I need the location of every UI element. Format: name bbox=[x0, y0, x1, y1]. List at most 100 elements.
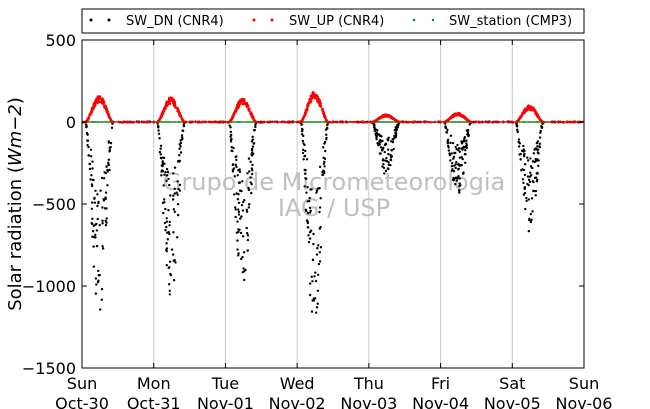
point-sw-dn bbox=[303, 172, 307, 176]
point-sw-dn bbox=[445, 131, 448, 134]
point-sw-up bbox=[276, 121, 279, 124]
point-sw-station bbox=[233, 121, 235, 123]
point-sw-up bbox=[91, 106, 94, 109]
point-sw-station bbox=[520, 121, 522, 123]
point-sw-dn bbox=[240, 203, 244, 207]
point-sw-up bbox=[573, 121, 576, 124]
point-sw-up bbox=[300, 119, 303, 123]
point-sw-station bbox=[398, 121, 401, 123]
point-sw-up bbox=[419, 120, 422, 123]
point-sw-dn bbox=[234, 208, 237, 211]
point-sw-dn bbox=[455, 179, 458, 182]
point-sw-dn bbox=[315, 253, 319, 256]
point-sw-dn bbox=[457, 189, 461, 192]
point-sw-up bbox=[430, 121, 433, 124]
point-sw-dn bbox=[172, 279, 176, 282]
point-sw-dn bbox=[229, 130, 233, 134]
point-sw-station bbox=[395, 121, 398, 123]
point-sw-dn bbox=[182, 124, 186, 128]
point-sw-dn bbox=[304, 168, 307, 172]
point-sw-dn bbox=[317, 244, 320, 247]
point-sw-dn bbox=[319, 197, 322, 200]
point-sw-dn bbox=[323, 160, 326, 163]
point-sw-dn bbox=[518, 142, 522, 145]
point-sw-station bbox=[96, 121, 99, 123]
point-sw-dn bbox=[91, 217, 94, 220]
point-sw-dn bbox=[300, 133, 304, 136]
point-sw-dn bbox=[181, 129, 185, 133]
point-sw-dn bbox=[228, 124, 231, 127]
legend: SW_DN (CNR4) SW_UP (CNR4) SW_station (CM… bbox=[81, 8, 585, 34]
x-tick-label-day: Fri bbox=[431, 374, 450, 393]
point-sw-station bbox=[389, 121, 392, 123]
point-sw-dn bbox=[236, 174, 239, 177]
point-sw-station bbox=[239, 121, 241, 123]
point-sw-dn bbox=[157, 132, 161, 135]
point-sw-dn bbox=[538, 142, 542, 145]
point-sw-dn bbox=[234, 215, 237, 219]
point-sw-dn bbox=[254, 125, 257, 129]
point-sw-dn bbox=[157, 129, 160, 132]
point-sw-dn bbox=[246, 249, 249, 252]
point-sw-dn bbox=[105, 217, 108, 220]
point-sw-station bbox=[235, 121, 237, 123]
point-sw-up bbox=[250, 114, 254, 117]
point-sw-up bbox=[519, 114, 522, 118]
point-sw-dn bbox=[163, 221, 167, 225]
point-sw-dn bbox=[252, 129, 256, 132]
point-sw-station bbox=[462, 121, 464, 123]
point-sw-station bbox=[392, 121, 394, 123]
point-sw-up bbox=[122, 121, 125, 124]
point-sw-dn bbox=[536, 145, 539, 148]
point-sw-up bbox=[188, 120, 192, 123]
point-sw-dn bbox=[158, 137, 161, 140]
point-sw-up bbox=[577, 120, 580, 123]
point-sw-dn bbox=[527, 178, 531, 182]
point-sw-dn bbox=[526, 156, 529, 159]
point-sw-up bbox=[230, 117, 233, 121]
point-sw-dn bbox=[307, 240, 311, 244]
point-sw-dn bbox=[104, 223, 108, 227]
point-sw-dn bbox=[393, 128, 396, 132]
point-sw-dn bbox=[241, 209, 245, 212]
point-sw-dn bbox=[382, 166, 386, 170]
point-sw-dn bbox=[168, 220, 171, 224]
point-sw-dn bbox=[96, 217, 99, 221]
point-sw-dn bbox=[309, 209, 312, 212]
point-sw-up bbox=[297, 120, 300, 123]
point-sw-dn bbox=[515, 122, 518, 125]
point-sw-dn bbox=[247, 188, 250, 192]
point-sw-dn bbox=[173, 258, 176, 262]
point-sw-dn bbox=[521, 178, 525, 181]
point-sw-station bbox=[385, 121, 388, 123]
point-sw-dn bbox=[94, 292, 98, 295]
point-sw-dn bbox=[319, 246, 323, 249]
point-sw-dn bbox=[312, 299, 316, 302]
point-sw-dn bbox=[310, 310, 314, 313]
point-sw-dn bbox=[106, 184, 109, 187]
point-sw-dn bbox=[164, 207, 167, 211]
point-sw-dn bbox=[447, 149, 451, 152]
point-sw-up bbox=[90, 110, 93, 114]
point-sw-dn bbox=[168, 183, 171, 187]
point-sw-station bbox=[240, 121, 242, 123]
legend-label-sw-station: SW_station (CMP3) bbox=[449, 14, 572, 29]
x-tick-label-day: Sun bbox=[67, 374, 97, 393]
point-sw-dn bbox=[241, 256, 244, 259]
point-sw-dn bbox=[247, 206, 251, 209]
point-sw-dn bbox=[527, 183, 530, 187]
point-sw-station bbox=[251, 121, 253, 123]
point-sw-station bbox=[319, 121, 321, 123]
point-sw-dn bbox=[88, 162, 92, 166]
point-sw-dn bbox=[168, 293, 172, 296]
point-sw-dn bbox=[233, 193, 236, 196]
point-sw-up bbox=[273, 120, 277, 124]
x-tick-label-date: Oct-30 bbox=[55, 394, 109, 409]
point-sw-dn bbox=[531, 166, 534, 170]
point-sw-dn bbox=[450, 164, 454, 168]
point-sw-dn bbox=[308, 293, 312, 297]
point-sw-up bbox=[241, 98, 245, 101]
point-sw-up bbox=[414, 120, 417, 124]
point-sw-dn bbox=[308, 282, 312, 285]
point-sw-station bbox=[530, 121, 532, 123]
